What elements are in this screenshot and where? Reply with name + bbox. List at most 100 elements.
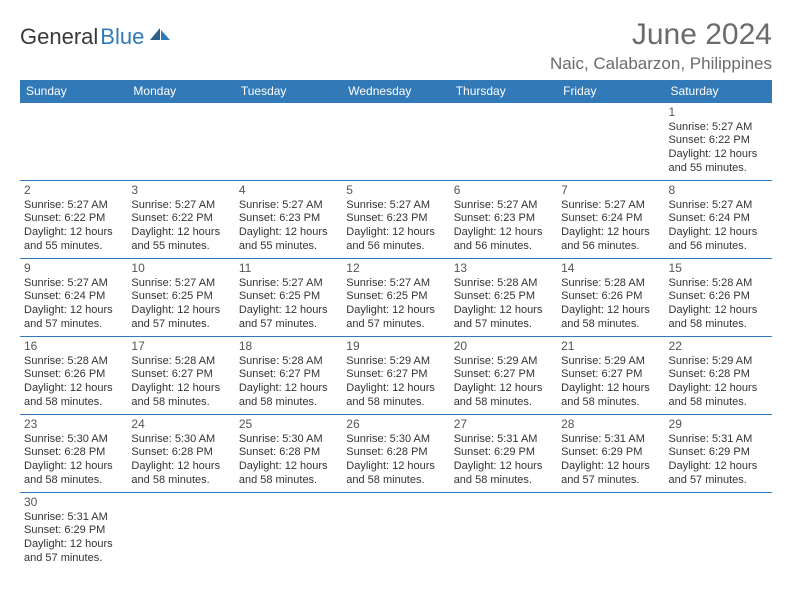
cell-text: Daylight: 12 hours (24, 304, 123, 318)
cell-text: Sunset: 6:26 PM (561, 290, 660, 304)
calendar-cell-empty (665, 493, 772, 571)
cell-text: Sunrise: 5:27 AM (239, 277, 338, 291)
calendar-row: 1Sunrise: 5:27 AMSunset: 6:22 PMDaylight… (20, 103, 772, 181)
cell-text: Sunset: 6:24 PM (561, 212, 660, 226)
cell-text: Sunset: 6:28 PM (131, 446, 230, 460)
calendar-cell: 14Sunrise: 5:28 AMSunset: 6:26 PMDayligh… (557, 259, 664, 337)
cell-text: Sunset: 6:28 PM (346, 446, 445, 460)
cell-text: and 55 minutes. (131, 240, 230, 254)
calendar-cell-empty (235, 493, 342, 571)
logo-text-general: General (20, 24, 98, 50)
cell-text: Daylight: 12 hours (131, 460, 230, 474)
cell-text: and 56 minutes. (346, 240, 445, 254)
day-header-row: SundayMondayTuesdayWednesdayThursdayFrid… (20, 80, 772, 103)
calendar-cell: 26Sunrise: 5:30 AMSunset: 6:28 PMDayligh… (342, 415, 449, 493)
calendar-body: 1Sunrise: 5:27 AMSunset: 6:22 PMDaylight… (20, 103, 772, 571)
cell-text: and 56 minutes. (669, 240, 768, 254)
cell-text: Daylight: 12 hours (346, 460, 445, 474)
calendar-cell: 12Sunrise: 5:27 AMSunset: 6:25 PMDayligh… (342, 259, 449, 337)
cell-text: Daylight: 12 hours (561, 460, 660, 474)
cell-text: and 58 minutes. (561, 318, 660, 332)
cell-text: and 57 minutes. (669, 474, 768, 488)
cell-text: Daylight: 12 hours (346, 226, 445, 240)
day-number: 27 (454, 417, 553, 433)
calendar-cell: 9Sunrise: 5:27 AMSunset: 6:24 PMDaylight… (20, 259, 127, 337)
day-header: Thursday (450, 80, 557, 103)
cell-text: Sunrise: 5:31 AM (24, 511, 123, 525)
cell-text: Sunset: 6:28 PM (239, 446, 338, 460)
calendar-cell-empty (20, 103, 127, 181)
day-number: 19 (346, 339, 445, 355)
cell-text: Daylight: 12 hours (669, 382, 768, 396)
cell-text: Sunrise: 5:28 AM (669, 277, 768, 291)
day-header: Wednesday (342, 80, 449, 103)
cell-text: Daylight: 12 hours (669, 226, 768, 240)
calendar-cell-empty (557, 103, 664, 181)
cell-text: Sunset: 6:26 PM (24, 368, 123, 382)
calendar-cell: 15Sunrise: 5:28 AMSunset: 6:26 PMDayligh… (665, 259, 772, 337)
calendar-cell-empty (127, 103, 234, 181)
day-number: 12 (346, 261, 445, 277)
cell-text: and 55 minutes. (239, 240, 338, 254)
cell-text: Sunset: 6:24 PM (24, 290, 123, 304)
calendar-cell-empty (450, 103, 557, 181)
cell-text: and 55 minutes. (669, 162, 768, 176)
day-header: Friday (557, 80, 664, 103)
logo-text-blue: Blue (100, 24, 144, 50)
cell-text: and 58 minutes. (346, 474, 445, 488)
cell-text: Sunrise: 5:27 AM (669, 199, 768, 213)
calendar-cell: 11Sunrise: 5:27 AMSunset: 6:25 PMDayligh… (235, 259, 342, 337)
cell-text: Daylight: 12 hours (131, 226, 230, 240)
cell-text: Sunrise: 5:28 AM (131, 355, 230, 369)
calendar-cell: 16Sunrise: 5:28 AMSunset: 6:26 PMDayligh… (20, 337, 127, 415)
cell-text: Sunrise: 5:27 AM (131, 277, 230, 291)
cell-text: Sunset: 6:24 PM (669, 212, 768, 226)
calendar-row: 2Sunrise: 5:27 AMSunset: 6:22 PMDaylight… (20, 181, 772, 259)
logo: GeneralBlue (20, 18, 172, 50)
day-number: 22 (669, 339, 768, 355)
day-number: 18 (239, 339, 338, 355)
day-number: 5 (346, 183, 445, 199)
cell-text: Daylight: 12 hours (346, 382, 445, 396)
cell-text: Sunrise: 5:31 AM (561, 433, 660, 447)
cell-text: Sunrise: 5:27 AM (561, 199, 660, 213)
day-header: Saturday (665, 80, 772, 103)
day-number: 3 (131, 183, 230, 199)
day-number: 10 (131, 261, 230, 277)
cell-text: Sunrise: 5:27 AM (131, 199, 230, 213)
calendar-cell: 18Sunrise: 5:28 AMSunset: 6:27 PMDayligh… (235, 337, 342, 415)
cell-text: Sunrise: 5:27 AM (239, 199, 338, 213)
cell-text: Sunrise: 5:30 AM (131, 433, 230, 447)
cell-text: Sunset: 6:26 PM (669, 290, 768, 304)
day-number: 13 (454, 261, 553, 277)
cell-text: Daylight: 12 hours (454, 304, 553, 318)
day-number: 23 (24, 417, 123, 433)
calendar-cell: 1Sunrise: 5:27 AMSunset: 6:22 PMDaylight… (665, 103, 772, 181)
calendar-cell: 29Sunrise: 5:31 AMSunset: 6:29 PMDayligh… (665, 415, 772, 493)
cell-text: Daylight: 12 hours (454, 460, 553, 474)
cell-text: Daylight: 12 hours (239, 226, 338, 240)
cell-text: Daylight: 12 hours (669, 148, 768, 162)
cell-text: Sunset: 6:28 PM (669, 368, 768, 382)
calendar-cell: 13Sunrise: 5:28 AMSunset: 6:25 PMDayligh… (450, 259, 557, 337)
cell-text: and 58 minutes. (346, 396, 445, 410)
calendar-cell-empty (342, 103, 449, 181)
calendar-cell: 4Sunrise: 5:27 AMSunset: 6:23 PMDaylight… (235, 181, 342, 259)
cell-text: Sunrise: 5:29 AM (454, 355, 553, 369)
cell-text: Daylight: 12 hours (669, 460, 768, 474)
day-number: 7 (561, 183, 660, 199)
calendar-cell: 5Sunrise: 5:27 AMSunset: 6:23 PMDaylight… (342, 181, 449, 259)
cell-text: Sunset: 6:22 PM (131, 212, 230, 226)
cell-text: Daylight: 12 hours (24, 538, 123, 552)
day-number: 11 (239, 261, 338, 277)
cell-text: Sunset: 6:29 PM (561, 446, 660, 460)
cell-text: Daylight: 12 hours (561, 382, 660, 396)
cell-text: Daylight: 12 hours (239, 304, 338, 318)
calendar-cell-empty (557, 493, 664, 571)
cell-text: and 58 minutes. (669, 396, 768, 410)
cell-text: Daylight: 12 hours (24, 460, 123, 474)
month-title: June 2024 (550, 18, 772, 52)
cell-text: Sunset: 6:23 PM (346, 212, 445, 226)
day-header: Monday (127, 80, 234, 103)
cell-text: Sunset: 6:28 PM (24, 446, 123, 460)
